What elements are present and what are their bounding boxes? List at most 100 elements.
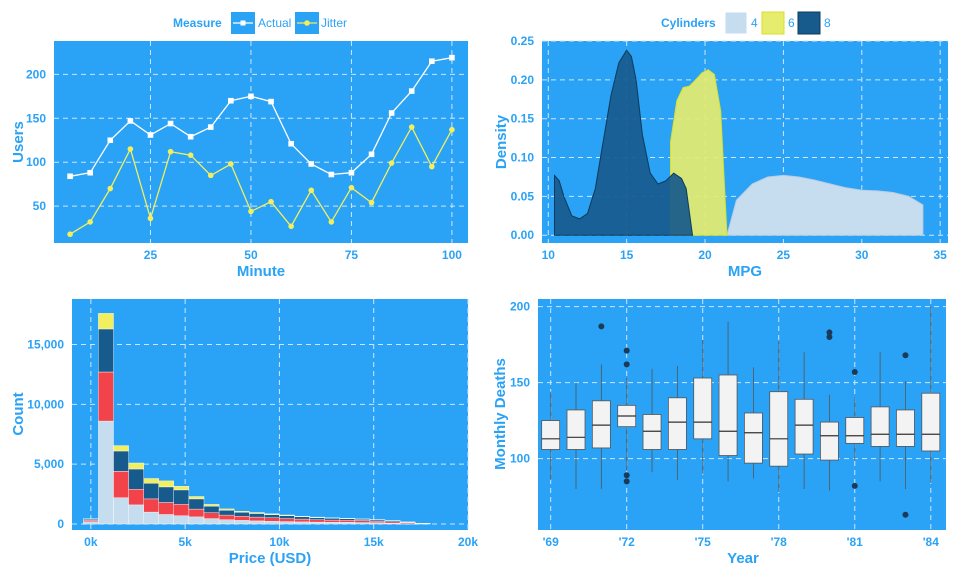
histogram-bar-segment bbox=[143, 478, 159, 484]
density-areas bbox=[554, 49, 924, 236]
density-y-axis-title: Density bbox=[493, 114, 510, 169]
legend-swatch-cyl6 bbox=[761, 11, 785, 35]
x-tick-label: 15 bbox=[620, 248, 634, 262]
y-tick-label: 100 bbox=[26, 155, 46, 169]
x-tick-label: '75 bbox=[695, 535, 712, 549]
box-outlier bbox=[851, 368, 858, 375]
histogram-bar-segment bbox=[113, 497, 129, 525]
histogram-y-axis-title: Count bbox=[10, 392, 27, 435]
data-point-actual bbox=[127, 118, 134, 124]
data-point-jitter bbox=[429, 163, 435, 170]
data-point-jitter bbox=[228, 161, 234, 167]
histogram-bar-segment bbox=[128, 462, 144, 470]
histogram-bar-segment bbox=[158, 514, 174, 525]
density-chart: Cylinders 4 6 8 10 15 20 25 30 35 0.00 0.05 0.10… bbox=[493, 11, 948, 280]
histogram-bar-segment bbox=[203, 512, 220, 519]
histogram-bar-segment bbox=[354, 520, 371, 523]
histogram-bar-segment bbox=[294, 518, 310, 523]
line-y-axis-title: Users bbox=[10, 121, 27, 163]
data-point-jitter bbox=[87, 219, 93, 225]
box-outlier bbox=[623, 472, 630, 479]
histogram-bar-segment bbox=[384, 520, 401, 522]
box-outlier bbox=[826, 333, 833, 340]
histogram-bar-segment bbox=[233, 512, 250, 517]
data-point-actual bbox=[87, 169, 93, 176]
histogram-bar-segment bbox=[233, 520, 250, 525]
box-body bbox=[896, 409, 915, 447]
y-tick-label: 15,000 bbox=[27, 337, 64, 351]
histogram-bar-segment bbox=[113, 471, 129, 498]
histogram-bar-segment bbox=[339, 520, 356, 523]
series-line-actual bbox=[69, 57, 453, 177]
data-point-jitter bbox=[207, 172, 214, 179]
data-point-jitter bbox=[308, 187, 315, 194]
histogram-bar-segment bbox=[188, 508, 205, 518]
data-point-actual bbox=[268, 98, 274, 105]
series-line-jitter bbox=[69, 125, 453, 235]
box-outlier bbox=[623, 478, 630, 485]
x-tick-label: '72 bbox=[619, 535, 636, 549]
boxplot-tick-labels: '69 '72 '75 '78 '81 '84 100 150 200 bbox=[510, 300, 939, 549]
histogram-bar-segment bbox=[279, 515, 295, 519]
histogram-bar-segment bbox=[384, 523, 401, 525]
histogram-bar-segment bbox=[309, 516, 325, 518]
line-x-axis-title: Minute bbox=[237, 263, 285, 280]
histogram-bar-segment bbox=[128, 489, 144, 506]
histogram-bar-segment bbox=[113, 450, 129, 472]
histogram-bar-segment bbox=[264, 514, 280, 519]
boxplot-y-axis-title: Monthly Deaths bbox=[492, 358, 509, 470]
y-tick-label: 0.00 bbox=[511, 228, 535, 242]
data-point-jitter bbox=[449, 126, 455, 133]
data-point-jitter bbox=[268, 198, 274, 205]
x-tick-label: 25 bbox=[144, 248, 158, 262]
box-body bbox=[870, 406, 890, 447]
density-legend: Cylinders 4 6 8 bbox=[661, 11, 831, 35]
legend-marker-actual bbox=[240, 20, 246, 26]
data-point-actual bbox=[408, 88, 415, 94]
histogram-bar-segment bbox=[218, 510, 235, 516]
histogram-bar-segment bbox=[249, 520, 265, 525]
data-point-actual bbox=[308, 161, 315, 167]
histogram-bar-segment bbox=[264, 517, 280, 522]
box-outlier bbox=[851, 482, 858, 489]
x-tick-label: 10 bbox=[542, 248, 556, 262]
box-body bbox=[921, 392, 941, 452]
box-body bbox=[642, 414, 662, 450]
legend-label-jitter: Jitter bbox=[321, 16, 347, 30]
x-tick-label: 15k bbox=[364, 535, 384, 549]
histogram-x-axis-title: Price (USD) bbox=[229, 550, 312, 567]
density-area-cyl4 bbox=[726, 174, 924, 236]
histogram-bar-segment bbox=[173, 504, 190, 516]
y-tick-label: 200 bbox=[26, 67, 46, 81]
histogram-bar-segment bbox=[249, 516, 265, 522]
histogram-bar-segment bbox=[188, 496, 205, 500]
histogram-bar-segment bbox=[249, 513, 265, 518]
data-point-actual bbox=[449, 54, 455, 61]
line-legend: Measure Actual Jitter bbox=[173, 12, 347, 34]
box-outlier bbox=[623, 347, 630, 354]
histogram-bar-segment bbox=[339, 522, 356, 525]
histogram-bar-segment bbox=[218, 514, 235, 521]
histogram-bar-segment bbox=[143, 483, 159, 500]
density-area-cyl8 bbox=[554, 49, 694, 236]
data-point-actual bbox=[248, 93, 254, 100]
histogram-chart: 0k 5k 10k 15k 20k 0 5,000 10,000 15,000 Price (U… bbox=[10, 299, 478, 567]
x-tick-label: 5k bbox=[178, 535, 192, 549]
histogram-bar-segment bbox=[98, 328, 114, 373]
histogram-bar-segment bbox=[98, 371, 114, 422]
x-tick-label: 25 bbox=[777, 248, 791, 262]
data-point-jitter bbox=[348, 184, 355, 191]
line-plot-panel bbox=[54, 41, 468, 243]
y-tick-label: 10,000 bbox=[27, 397, 64, 411]
line-chart: Measure Actual Jitter 25 50 75 100501001502… bbox=[10, 12, 468, 280]
box-body bbox=[820, 421, 839, 461]
box-outlier bbox=[598, 323, 605, 330]
histogram-bar-segment bbox=[173, 486, 190, 491]
data-point-actual bbox=[328, 171, 335, 178]
histogram-bar-segment bbox=[98, 313, 114, 330]
histogram-bar-segment bbox=[218, 519, 235, 525]
histogram-bar-segment bbox=[173, 515, 190, 525]
histogram-bar-segment bbox=[203, 504, 220, 507]
box-outlier bbox=[623, 361, 630, 368]
